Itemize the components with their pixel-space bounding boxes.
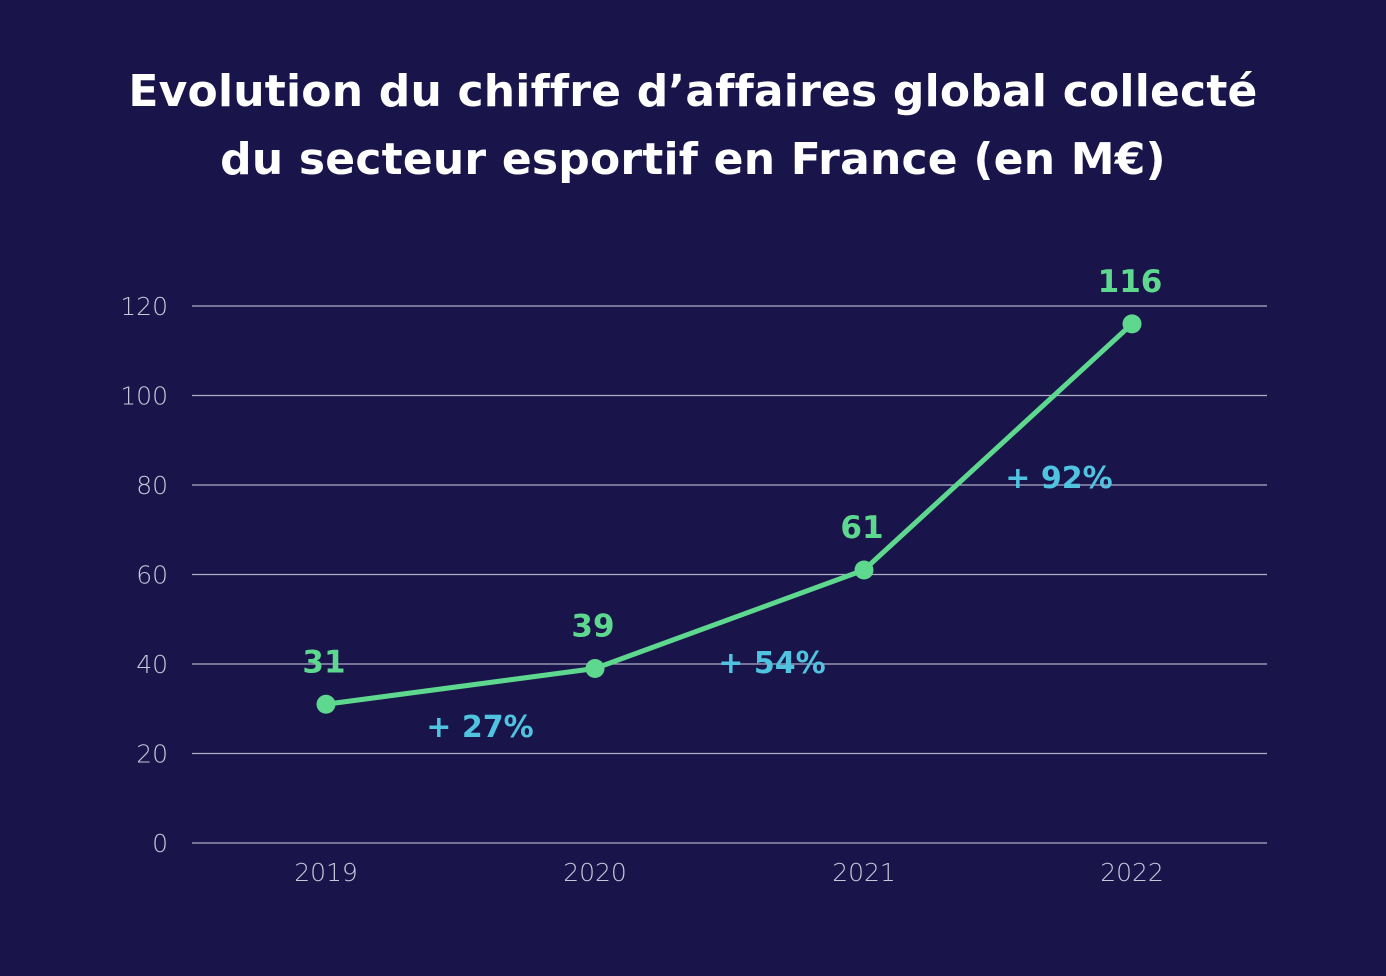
x-axis-ticks: 2019 2020 2021 2022: [294, 858, 1164, 887]
y-tick-label-60: 60: [136, 561, 168, 590]
data-labels: 31 39 61 116: [302, 264, 1162, 680]
data-point-2020: [585, 658, 605, 678]
data-point-2019: [316, 694, 336, 714]
y-tick-label-80: 80: [136, 471, 168, 500]
data-label-2021: 61: [840, 510, 883, 546]
chart-title-line-2: du secteur esportif en France (en M€): [220, 134, 1166, 185]
growth-annotation-2020-2021: + 54%: [718, 646, 825, 681]
series-line-path: [323, 321, 1135, 707]
data-point-2021: [854, 560, 874, 580]
y-tick-label-100: 100: [120, 382, 168, 411]
x-tick-label-2020: 2020: [563, 858, 627, 887]
growth-annotations: + 27% + 54% + 92%: [426, 461, 1112, 745]
y-tick-label-20: 20: [136, 740, 168, 769]
chart-title: Evolution du chiffre d’affaires global c…: [0, 58, 1386, 194]
y-tick-label-120: 120: [120, 292, 168, 321]
x-tick-label-2021: 2021: [832, 858, 896, 887]
series-line: [323, 321, 1135, 707]
growth-annotation-2021-2022: + 92%: [1005, 461, 1112, 496]
y-tick-label-0: 0: [152, 829, 168, 858]
gridlines: [192, 305, 1267, 844]
data-points: [316, 314, 1142, 714]
data-point-2022: [1122, 314, 1142, 334]
x-tick-label-2022: 2022: [1100, 858, 1164, 887]
data-label-2022: 116: [1098, 264, 1163, 300]
y-axis-ticks: 0 20 40 60 80 100 120: [120, 292, 168, 858]
growth-annotation-2019-2020: + 27%: [426, 710, 533, 745]
x-tick-label-2019: 2019: [294, 858, 358, 887]
data-label-2019: 31: [302, 644, 345, 680]
chart-title-line-1: Evolution du chiffre d’affaires global c…: [128, 66, 1258, 117]
y-tick-label-40: 40: [136, 650, 168, 679]
data-label-2020: 39: [571, 608, 614, 644]
